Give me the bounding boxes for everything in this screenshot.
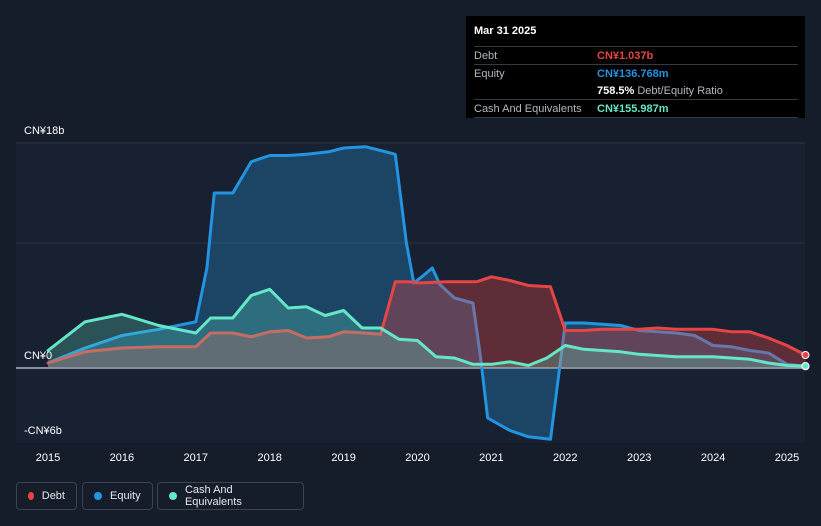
tooltip-date: Mar 31 2025 (474, 25, 537, 37)
y-axis-zero-label: CN¥0 (24, 350, 53, 362)
cash-dot-icon (169, 492, 177, 500)
x-tick-label-2023: 2023 (627, 452, 651, 464)
tooltip-cash-label: Cash And Equivalents (474, 102, 582, 115)
legend-cash-label: Cash And Equivalents (184, 484, 242, 508)
legend-debt-label: Debt (41, 490, 65, 502)
x-tick-label-2017: 2017 (184, 452, 208, 464)
tooltip-debt-label: Debt (474, 49, 498, 62)
equity-line (46, 145, 807, 441)
tooltip-cash-value: CN¥155.987m (597, 102, 669, 115)
legend-debt[interactable]: Debt (16, 482, 77, 510)
tooltip-equity-value: CN¥136.768m (597, 67, 669, 80)
tooltip-row-ratio: 758.5% Debt/Equity Ratio (474, 82, 798, 99)
equity-area (48, 146, 806, 440)
cash-end-marker (801, 362, 810, 370)
debt-end-marker (801, 351, 810, 359)
tooltip-equity-label: Equity (474, 67, 505, 80)
tooltip-row-equity: Equity CN¥136.768m (474, 64, 798, 82)
tooltip-ratio-value: 758.5% (597, 84, 635, 97)
equity-dot-icon (94, 492, 102, 500)
x-tick-label-2024: 2024 (701, 452, 725, 464)
x-tick-label-2022: 2022 (553, 452, 577, 464)
y-axis-bottom-label: -CN¥6b (24, 425, 62, 437)
x-tick-label-2016: 2016 (110, 452, 134, 464)
tooltip-panel: Mar 31 2025 Debt CN¥1.037b Equity CN¥136… (466, 16, 805, 118)
tooltip-row-debt: Debt CN¥1.037b (474, 46, 798, 64)
x-tick-label-2020: 2020 (405, 452, 429, 464)
cash-line (46, 287, 807, 368)
tooltip-debt-value: CN¥1.037b (597, 49, 654, 62)
cash-area (48, 289, 806, 368)
legend-cash[interactable]: Cash And Equivalents (157, 482, 304, 510)
tooltip-ratio-label: Debt/Equity Ratio (637, 84, 723, 97)
legend-equity-label: Equity (110, 490, 141, 502)
plot-background (16, 143, 805, 443)
tooltip-row-cash: Cash And Equivalents CN¥155.987m (474, 99, 798, 118)
x-tick-label-2019: 2019 (331, 452, 355, 464)
debt-area (48, 276, 806, 368)
debt-line (46, 275, 807, 365)
x-tick-label-2025: 2025 (775, 452, 799, 464)
x-tick-label-2021: 2021 (479, 452, 503, 464)
x-tick-label-2018: 2018 (257, 452, 281, 464)
debt-dot-icon (28, 492, 34, 500)
legend-equity[interactable]: Equity (82, 482, 153, 510)
x-tick-label-2015: 2015 (36, 452, 60, 464)
y-axis-top-label: CN¥18b (24, 125, 65, 137)
